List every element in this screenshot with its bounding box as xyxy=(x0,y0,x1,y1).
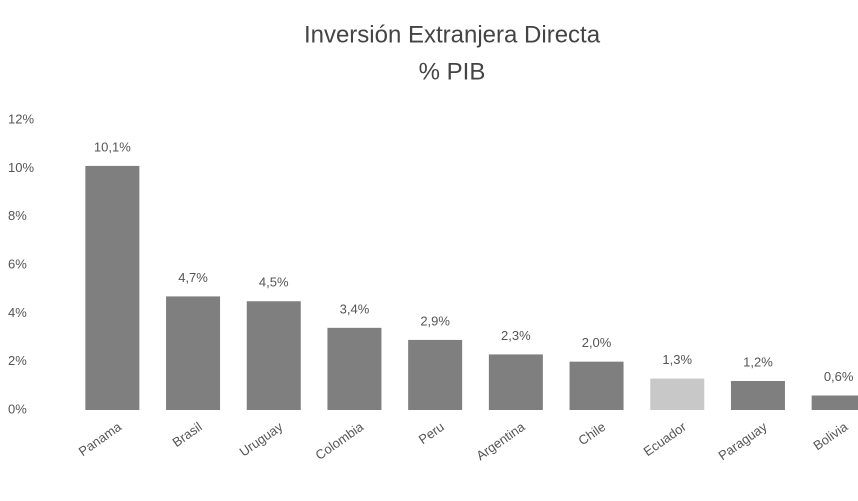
x-tick-label: Ecuador xyxy=(641,419,690,459)
bar xyxy=(488,354,543,410)
value-label: 1,2% xyxy=(743,354,773,369)
bar xyxy=(85,165,140,410)
y-tick-label: 12% xyxy=(8,111,34,126)
value-label: 4,5% xyxy=(259,275,289,290)
value-label: 4,7% xyxy=(178,270,208,285)
y-tick-label: 6% xyxy=(8,256,27,271)
x-tick-label: Peru xyxy=(416,419,447,447)
value-label: 2,0% xyxy=(582,335,612,350)
x-tick-label: Paraguay xyxy=(715,419,770,463)
x-tick-label: Colombia xyxy=(313,419,367,463)
chart-title: Inversión Extranjera Directa xyxy=(304,21,601,48)
value-label: 10,1% xyxy=(94,139,131,154)
value-label: 0,6% xyxy=(824,369,854,384)
chart-subtitle: % PIB xyxy=(419,58,486,85)
x-tick-label: Brasil xyxy=(170,419,205,450)
value-label: 2,9% xyxy=(420,313,450,328)
bar xyxy=(811,395,858,410)
bar xyxy=(569,361,624,410)
bar xyxy=(730,381,785,410)
y-tick-label: 4% xyxy=(8,305,27,320)
x-tick-label: Argentina xyxy=(473,419,528,464)
y-tick-label: 10% xyxy=(8,160,34,175)
x-tick-label: Chile xyxy=(575,419,608,448)
x-tick-label: Bolivia xyxy=(810,419,851,454)
value-label: 3,4% xyxy=(340,301,370,316)
x-tick-label: Uruguay xyxy=(237,419,286,460)
y-tick-label: 0% xyxy=(8,401,27,416)
y-tick-label: 8% xyxy=(8,208,27,223)
value-label: 2,3% xyxy=(501,328,531,343)
bar xyxy=(166,296,221,410)
value-label: 1,3% xyxy=(662,352,692,367)
x-tick-label: Panama xyxy=(76,419,125,460)
y-tick-label: 2% xyxy=(8,353,27,368)
bar xyxy=(246,301,301,410)
bar xyxy=(650,378,705,410)
bar xyxy=(327,327,382,410)
bar xyxy=(408,339,463,410)
